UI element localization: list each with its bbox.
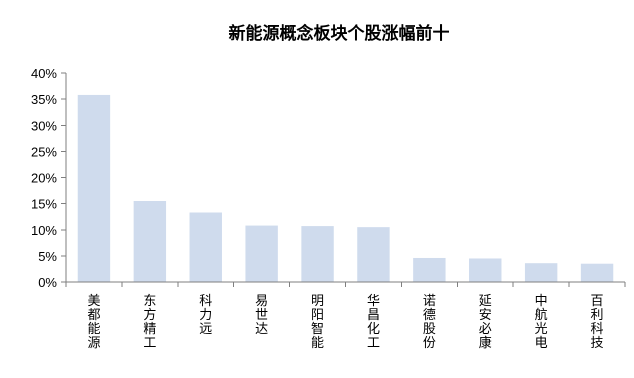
- bar: [301, 226, 334, 282]
- y-tick-label: 15%: [31, 197, 57, 212]
- x-category-label: 美都能源: [87, 294, 100, 351]
- bar: [413, 257, 446, 282]
- bar: [245, 225, 278, 282]
- x-category-label: 东方精工: [143, 294, 156, 351]
- y-tick-label: 0%: [38, 275, 57, 290]
- y-tick-label: 10%: [31, 223, 57, 238]
- y-axis-ticks: 0% 5% 10% 15% 20% 25% 30% 35% 40%: [31, 66, 66, 290]
- bar: [580, 263, 614, 282]
- x-axis-labels: 美都能源 东方精工 科力远 易世达 明阳智能 华昌化工 诺德股份 延安必康 中航光电 百利科技: [87, 294, 603, 351]
- bar: [524, 263, 558, 282]
- x-category-label: 诺德股份: [423, 294, 436, 351]
- y-tick-label: 5%: [38, 249, 57, 264]
- x-category-label: 延安必康: [479, 294, 492, 351]
- bar: [189, 212, 222, 282]
- x-category-label: 明阳智能: [311, 294, 324, 351]
- axes: [65, 73, 626, 287]
- x-category-label: 科力远: [199, 294, 212, 337]
- y-tick-label: 30%: [31, 118, 57, 133]
- x-category-label: 华昌化工: [367, 294, 380, 351]
- y-tick-label: 35%: [31, 92, 57, 107]
- bar: [469, 258, 502, 282]
- x-category-label: 易世达: [255, 294, 268, 337]
- y-tick-label: 20%: [31, 171, 57, 186]
- bar: [133, 201, 167, 282]
- y-tick-label: 25%: [31, 144, 57, 159]
- bars: [77, 94, 614, 282]
- chart-title: 新能源概念板块个股涨幅前十: [229, 23, 450, 44]
- bar: [357, 227, 390, 282]
- bar: [77, 94, 111, 282]
- x-category-label: 百利科技: [591, 294, 604, 351]
- x-category-label: 中航光电: [535, 294, 548, 351]
- y-tick-label: 40%: [31, 66, 57, 81]
